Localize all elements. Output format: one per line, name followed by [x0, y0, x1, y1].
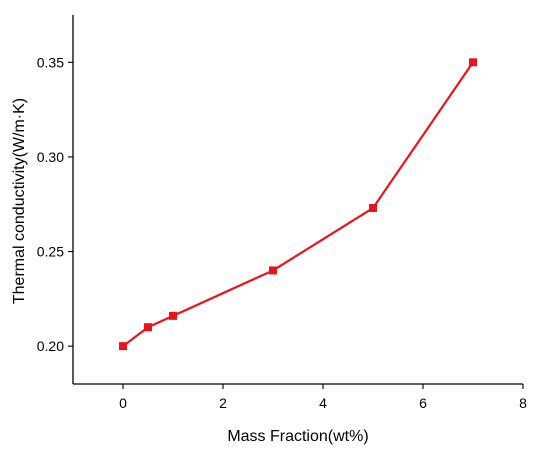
series [119, 58, 477, 351]
y-tick-label: 0.35 [37, 54, 64, 70]
ticks: 0 2 4 6 8 0.20 0.25 0.30 0.35 [37, 54, 527, 411]
axes [72, 15, 523, 385]
x-tick-label: 8 [519, 395, 527, 411]
data-point-marker [169, 311, 177, 320]
data-point-marker [469, 58, 477, 67]
data-point-marker [119, 342, 127, 351]
y-tick-label: 0.25 [37, 244, 64, 260]
y-tick-label: 0.20 [37, 338, 64, 354]
data-point-marker [144, 323, 152, 332]
data-point-marker [369, 204, 377, 213]
x-tick-label: 6 [419, 395, 427, 411]
x-tick-label: 4 [319, 395, 327, 411]
x-tick-label: 0 [119, 395, 127, 411]
y-axis-title: Thermal conductivity(W/m·K) [11, 98, 28, 304]
series-line [122, 61, 474, 348]
y-tick-label: 0.30 [37, 149, 64, 165]
x-axis-title: Mass Fraction(wt%) [227, 428, 368, 445]
x-tick-label: 2 [219, 395, 227, 411]
data-point-marker [269, 266, 277, 275]
